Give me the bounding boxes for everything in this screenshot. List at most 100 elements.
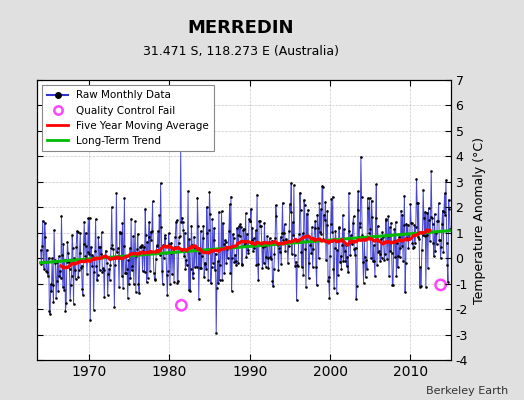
Point (162, 249, 170, 256)
Point (286, 209, 294, 216)
Point (381, 251, 389, 258)
Point (221, 239, 230, 245)
Text: Berkeley Earth: Berkeley Earth (426, 386, 508, 396)
Point (262, 253, 270, 260)
Point (271, 202, 280, 208)
Point (80, 219, 89, 225)
Point (439, 249, 447, 255)
Point (105, 276, 114, 283)
Point (75, 250, 84, 256)
Point (239, 225, 248, 232)
Point (362, 274, 370, 280)
Point (418, 247, 426, 253)
Point (178, 215, 186, 221)
Point (302, 210, 311, 217)
Point (231, 252, 239, 258)
Point (400, 221, 408, 228)
Point (116, 228, 124, 235)
Point (242, 210, 250, 216)
Point (298, 230, 307, 236)
Point (69, 244, 77, 251)
Point (167, 250, 175, 256)
Point (128, 263, 137, 269)
Point (51, 257, 60, 263)
Point (244, 250, 253, 256)
Point (230, 235, 238, 242)
Point (300, 202, 309, 208)
Point (365, 230, 373, 236)
Point (141, 232, 150, 239)
Point (356, 224, 364, 231)
Point (104, 271, 113, 277)
Point (444, 279, 452, 285)
Point (75, 267, 83, 274)
Point (189, 270, 198, 276)
Point (441, 212, 450, 218)
Point (387, 220, 395, 226)
Point (136, 244, 144, 250)
Point (191, 264, 199, 271)
Point (269, 283, 277, 290)
Point (146, 267, 154, 274)
Point (174, 240, 183, 246)
Point (415, 236, 423, 242)
Point (202, 266, 210, 272)
Point (380, 257, 388, 264)
Point (109, 246, 117, 252)
Point (110, 304, 118, 310)
Point (114, 253, 123, 260)
Point (395, 234, 403, 240)
Point (82, 243, 91, 249)
Point (235, 223, 243, 230)
Point (265, 239, 274, 245)
Point (388, 250, 396, 256)
Point (246, 218, 254, 224)
Point (251, 240, 259, 247)
Point (261, 242, 269, 249)
Point (60, 287, 68, 293)
Point (407, 220, 416, 226)
Point (319, 236, 328, 242)
Point (114, 245, 122, 252)
Point (357, 153, 365, 160)
Point (137, 244, 145, 250)
Point (201, 261, 210, 267)
Point (409, 244, 417, 251)
Point (92, 263, 101, 269)
Point (256, 222, 265, 229)
Point (351, 251, 359, 258)
Point (331, 228, 340, 234)
Point (150, 270, 158, 276)
Point (81, 252, 89, 259)
Point (64, 259, 73, 266)
Point (209, 237, 217, 243)
Point (154, 228, 162, 234)
Point (168, 248, 177, 255)
Point (57, 213, 66, 219)
Point (345, 228, 354, 234)
Point (394, 253, 402, 260)
Point (421, 208, 429, 215)
Point (282, 236, 290, 242)
Point (78, 262, 86, 269)
Point (378, 229, 387, 236)
Point (324, 274, 333, 280)
Point (372, 181, 380, 188)
Point (440, 190, 449, 196)
Point (159, 242, 168, 248)
Point (364, 205, 373, 212)
Point (56, 268, 64, 274)
Point (272, 213, 281, 220)
Point (90, 306, 98, 313)
Point (436, 255, 445, 261)
Point (420, 215, 428, 221)
Point (249, 248, 257, 254)
Point (48, 255, 56, 261)
Point (148, 228, 156, 234)
Point (403, 222, 412, 228)
Point (295, 230, 303, 237)
Point (434, 218, 442, 225)
Point (148, 198, 157, 205)
Point (144, 274, 152, 281)
Point (417, 283, 425, 290)
